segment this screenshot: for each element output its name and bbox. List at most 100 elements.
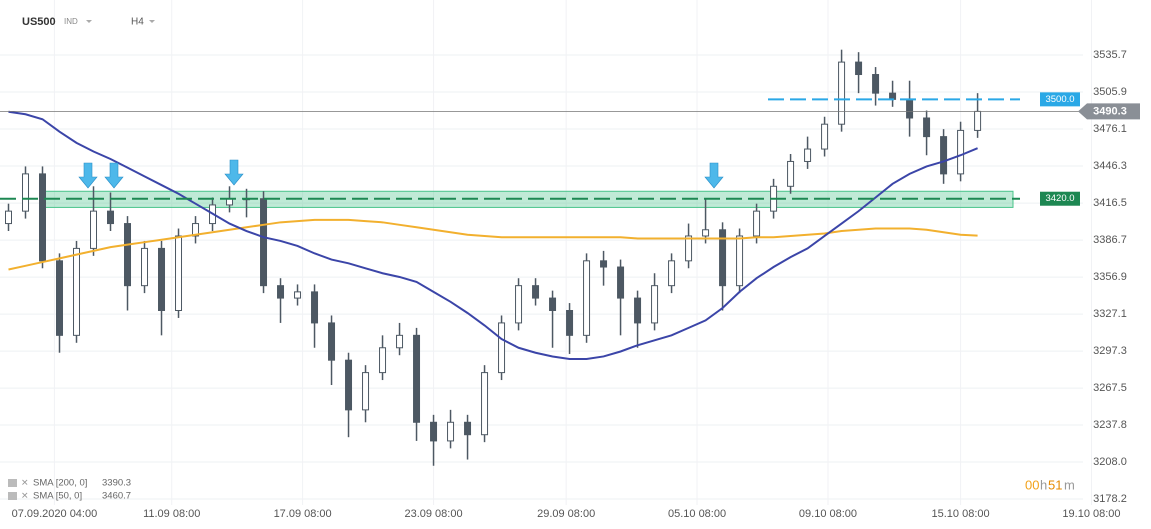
level-tag — [1040, 92, 1080, 107]
candle-body — [634, 297, 642, 324]
candle-body — [821, 123, 829, 150]
symbol[interactable]: US500 — [22, 16, 56, 28]
last-price-label: 3490.3 — [1093, 105, 1127, 117]
candle-body — [294, 291, 302, 299]
x-tick-label: 19.10 08:00 — [1062, 508, 1120, 520]
candle-body — [396, 334, 404, 349]
dropdown[interactable] — [149, 20, 155, 23]
candle-body — [515, 285, 523, 324]
legend-close: ✕ — [21, 490, 29, 500]
candle-body — [532, 285, 540, 299]
timer: 00 — [1025, 477, 1039, 492]
arrow — [224, 159, 244, 186]
candle-body — [685, 235, 693, 262]
marks — [0, 49, 1083, 466]
y-tick-label: 3237.8 — [1093, 419, 1127, 431]
candle-body — [124, 223, 132, 287]
candle-body — [600, 260, 608, 268]
legend-name: SMA [50, 0] — [33, 491, 82, 502]
candle-body — [73, 247, 81, 336]
level-label: 3500.0 — [1045, 94, 1074, 105]
candle-body — [940, 136, 948, 175]
dropdown[interactable] — [86, 20, 92, 23]
candle-body — [855, 61, 863, 76]
legend-icon[interactable] — [8, 492, 17, 500]
arrow — [104, 162, 124, 189]
candle-body — [498, 322, 506, 374]
candle-body — [719, 229, 727, 287]
candle-body — [56, 260, 64, 336]
candle-body — [345, 359, 353, 411]
candle-body — [22, 173, 30, 212]
y-tick-label: 3178.2 — [1093, 493, 1127, 505]
candle-body — [566, 310, 574, 336]
timer: h — [1040, 477, 1047, 492]
legend-name: SMA [200, 0] — [33, 478, 87, 489]
last-price-tag — [1078, 103, 1140, 120]
x-tick-label: 07.09.2020 04:00 — [12, 508, 98, 520]
signal-arrows — [78, 159, 724, 189]
candle-body — [192, 223, 200, 237]
candle-body — [90, 210, 98, 249]
timer: 51 — [1048, 477, 1062, 492]
candle-body — [413, 334, 421, 423]
legend-value: 3460.7 — [102, 491, 131, 502]
y-tick-label: 3208.0 — [1093, 456, 1127, 468]
candle-body — [974, 110, 982, 131]
legend-value: 3390.3 — [102, 478, 131, 489]
candle-body — [481, 372, 489, 436]
legend-close: ✕ — [21, 477, 29, 487]
candle-body — [651, 285, 659, 324]
candle-body — [311, 291, 319, 324]
timeframe[interactable]: H4 — [131, 17, 144, 28]
candle-body — [430, 421, 438, 442]
x-tick-label: 29.09 08:00 — [537, 508, 595, 520]
candle-body — [753, 210, 761, 237]
candle-body — [549, 297, 557, 312]
candle-body — [583, 260, 591, 336]
candle-body — [328, 322, 336, 361]
market: IND — [64, 17, 78, 26]
candle-body — [872, 74, 880, 94]
y-tick-label: 3297.3 — [1093, 345, 1127, 357]
x-tick-label: 23.09 08:00 — [404, 508, 462, 520]
arrow — [78, 162, 98, 189]
candle-body — [617, 266, 625, 299]
y-tick-label: 3505.9 — [1093, 86, 1127, 98]
y-tick-label: 3386.7 — [1093, 234, 1127, 246]
x-tick-label: 15.10 08:00 — [932, 508, 990, 520]
candle-body — [447, 421, 455, 442]
sma-line — [8, 218, 978, 271]
candle-body — [957, 129, 965, 175]
overlay: 3535.7 3505.9 3476.1 3446.3 3416.5 3386.7 3356… — [8, 49, 1140, 520]
x-tick-label: 09.10 08:00 — [799, 508, 857, 520]
candle-body — [158, 247, 166, 312]
y-tick-label: 3416.5 — [1093, 197, 1127, 209]
candle-body — [668, 260, 676, 287]
level-tag — [1040, 191, 1080, 206]
legend-icon[interactable] — [8, 479, 17, 487]
y-tick-label: 3356.9 — [1093, 271, 1127, 283]
candle-body — [906, 98, 914, 119]
candle-body — [5, 210, 13, 225]
candle-body — [923, 117, 931, 138]
candle-body — [804, 148, 812, 162]
candle-body — [141, 247, 149, 287]
candle-body — [362, 372, 370, 411]
candle-body — [464, 421, 472, 436]
candle-body — [39, 173, 47, 262]
candle-body — [175, 235, 183, 312]
x-tick-label: 05.10 08:00 — [668, 508, 726, 520]
candle-body — [838, 61, 846, 125]
y-tick-label: 3446.3 — [1093, 160, 1127, 172]
y-tick-label: 3476.1 — [1093, 123, 1127, 135]
arrow — [704, 162, 724, 189]
candle-body — [736, 235, 744, 287]
candle-body — [277, 285, 285, 299]
timer: m — [1064, 477, 1075, 492]
candle-body — [107, 210, 115, 225]
y-tick-label: 3327.1 — [1093, 308, 1127, 320]
x-tick-label: 11.09 08:00 — [143, 508, 200, 520]
